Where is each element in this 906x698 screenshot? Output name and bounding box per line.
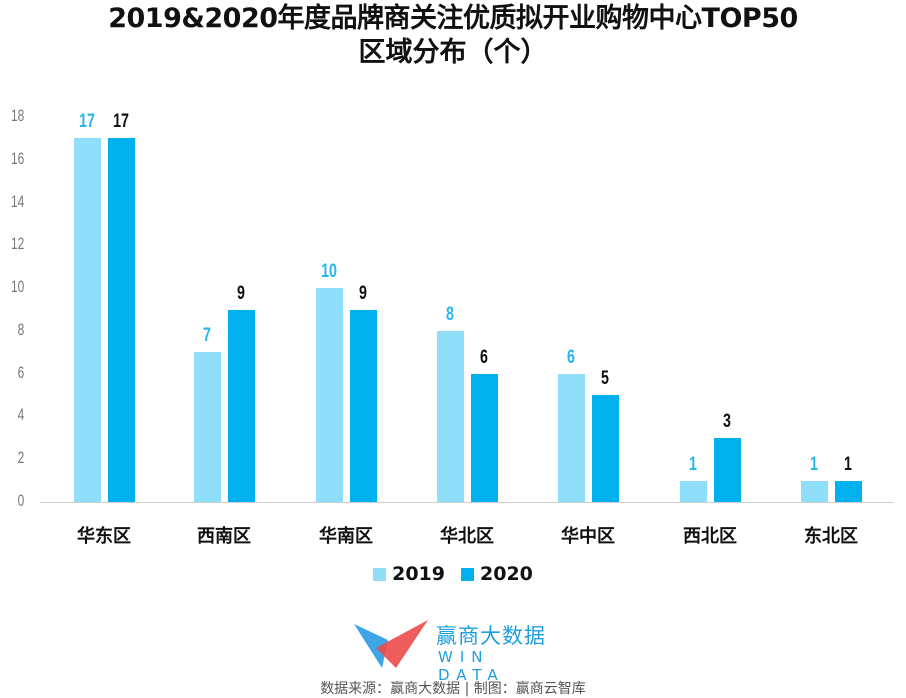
data-source-note: 数据来源：赢商大数据 | 制图：赢商云智库 <box>320 681 586 697</box>
y-tick-label: 16 <box>10 148 25 168</box>
legend-item-2019: 2019 <box>373 563 445 585</box>
bar-2019 <box>315 288 343 502</box>
bar-2020 <box>349 309 377 502</box>
x-category-label: 华北区 <box>440 526 494 547</box>
x-category-label: 华东区 <box>77 526 131 547</box>
value-label-2019: 1 <box>810 453 818 475</box>
value-label-2020: 6 <box>480 346 488 368</box>
x-axis-line <box>40 502 894 503</box>
y-tick-label: 0 <box>17 491 25 510</box>
y-tick-label: 10 <box>10 277 25 297</box>
bar-2020 <box>470 373 498 502</box>
y-tick-label: 14 <box>10 191 25 211</box>
legend-swatch-2020 <box>461 567 474 581</box>
value-label-2019: 7 <box>203 325 211 347</box>
value-label-2020: 9 <box>237 282 245 304</box>
legend: 2019 2020 <box>0 563 906 585</box>
chart-title-line2: 区域分布（个） <box>358 37 548 68</box>
value-label-2019: 6 <box>567 346 575 368</box>
value-label-2020: 1 <box>844 453 852 475</box>
bar-2020 <box>107 138 135 502</box>
bar-2019 <box>800 480 828 502</box>
windata-logo: 赢商大数据 WIN DATA <box>352 618 552 684</box>
value-label-2020: 5 <box>601 368 609 390</box>
legend-swatch-2019 <box>373 567 387 581</box>
value-label-2019: 10 <box>321 261 337 283</box>
bar-2020 <box>713 437 741 502</box>
logo-brand-text: 赢商大数据 <box>436 624 546 648</box>
value-label-2020: 17 <box>113 111 129 133</box>
value-label-2020: 9 <box>359 282 367 304</box>
x-category-label: 东北区 <box>804 526 858 547</box>
bar-2019 <box>557 373 585 502</box>
y-tick-label: 6 <box>17 362 25 382</box>
bar-2019 <box>193 352 221 502</box>
x-category-label: 华中区 <box>561 526 615 547</box>
x-category-label: 西北区 <box>683 526 737 547</box>
y-tick-label: 4 <box>17 405 25 425</box>
windata-logo-icon <box>354 620 428 668</box>
x-category-label: 西南区 <box>197 526 251 547</box>
value-label-2019: 17 <box>79 111 95 133</box>
legend-label-2019: 2019 <box>392 563 445 585</box>
y-tick-label: 8 <box>17 319 25 339</box>
chart-title-line1: 2019&2020年度品牌商关注优质拟开业购物中心TOP50 <box>108 3 798 34</box>
value-label-2019: 1 <box>689 453 697 475</box>
bar-2019 <box>436 330 464 502</box>
value-label-2019: 8 <box>446 303 454 325</box>
y-tick-label: 12 <box>10 234 25 254</box>
legend-item-2020: 2020 <box>461 563 533 585</box>
bar-2019 <box>73 138 101 502</box>
legend-label-2020: 2020 <box>480 563 533 585</box>
bar-2020 <box>227 309 255 502</box>
y-tick-label: 18 <box>10 106 25 125</box>
bar-2019 <box>679 480 707 502</box>
x-category-label: 华南区 <box>319 526 373 547</box>
value-label-2020: 3 <box>723 410 731 432</box>
y-tick-label: 2 <box>17 448 25 468</box>
logo-sub-text: WIN DATA <box>438 648 505 684</box>
bar-2020 <box>591 395 619 502</box>
bar-2020 <box>834 480 862 502</box>
